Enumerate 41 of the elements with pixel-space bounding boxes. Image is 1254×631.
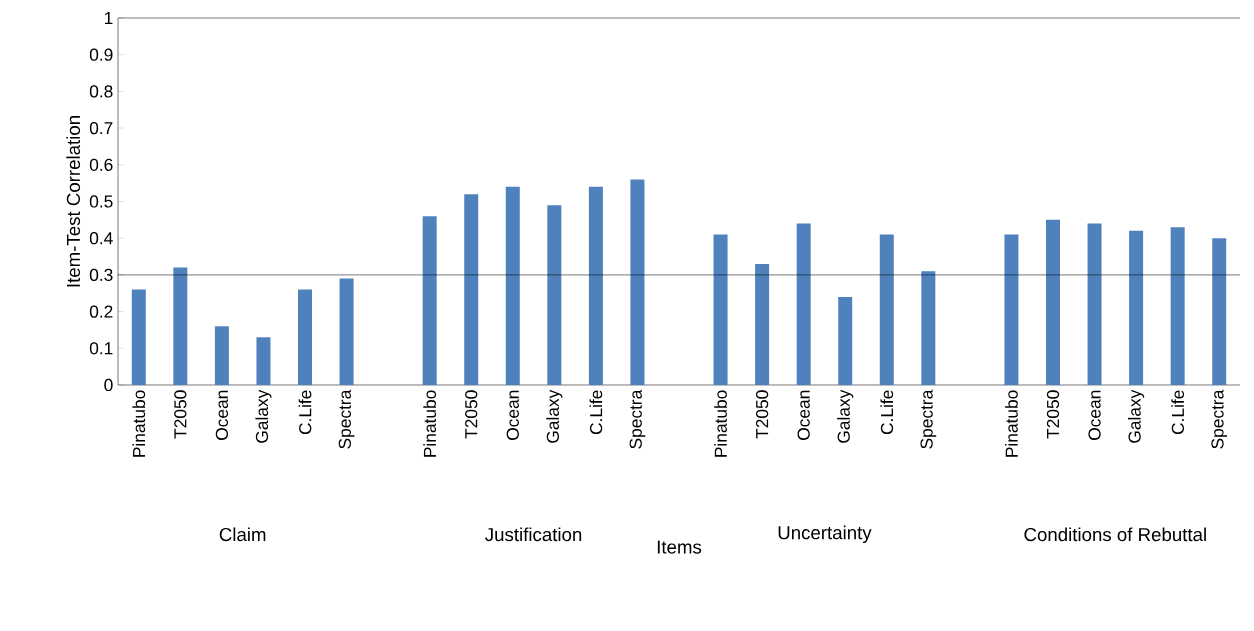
x-tick-label: C.Life [880,390,894,435]
text: Claim [219,527,266,542]
x-tick-label: C.Life [298,390,312,435]
y-tick-label: 0.5 [89,195,113,208]
y-tick-label: 0 [104,378,113,392]
x-tick-label: Pinatubo [1005,390,1018,457]
x-tick-label: Galaxy [837,389,854,443]
x-tick-label: T2050 [174,390,187,439]
y-tick-label: 0.6 [89,158,113,171]
y-tick-label: 0.9 [89,48,113,61]
x-tick-label: Pinatubo [423,390,437,457]
x-tick-label: T2050 [1046,390,1060,439]
x-tick-label: Pinatubo [714,390,727,457]
x-tick-label: Pinatubo [132,390,146,457]
x-tick-label: T2050 [465,390,478,439]
x-tick-label: Ocean [797,390,810,440]
y-tick-label: 0.3 [89,268,113,282]
x-tick-label: Spectra [1211,389,1228,449]
x-tick-label: Galaxy [546,389,563,443]
x-tick-label: Galaxy [1128,389,1145,443]
y-tick-label: 0.7 [89,121,113,135]
x-tick-label: C.Life [589,390,603,435]
x-tick-label: Spectra [920,389,937,449]
y-axis-title: Item-Test Correlation [66,116,81,287]
x-tick-label: Ocean [1088,390,1101,440]
x-axis-title: Items [657,540,702,554]
y-tick-label: 0.4 [89,232,113,245]
x-tick-label: Spectra [629,389,646,449]
text: Conditions of Rebuttal [1024,527,1206,542]
x-tick-label: Spectra [338,389,355,449]
text: Uncertainty [778,525,872,544]
text: Justification [485,527,582,542]
x-tick-label: T2050 [755,390,769,439]
x-tick-label: C.Life [1171,390,1185,435]
x-tick-label: Galaxy [255,389,272,443]
y-tick-label: 0.2 [89,305,113,318]
y-tick-label: 1 [104,12,113,24]
x-tick-label: Ocean [506,390,519,440]
x-tick-label: Ocean [215,390,229,440]
y-tick-label: 0.1 [89,342,113,355]
y-tick-label: 0.8 [89,85,113,98]
